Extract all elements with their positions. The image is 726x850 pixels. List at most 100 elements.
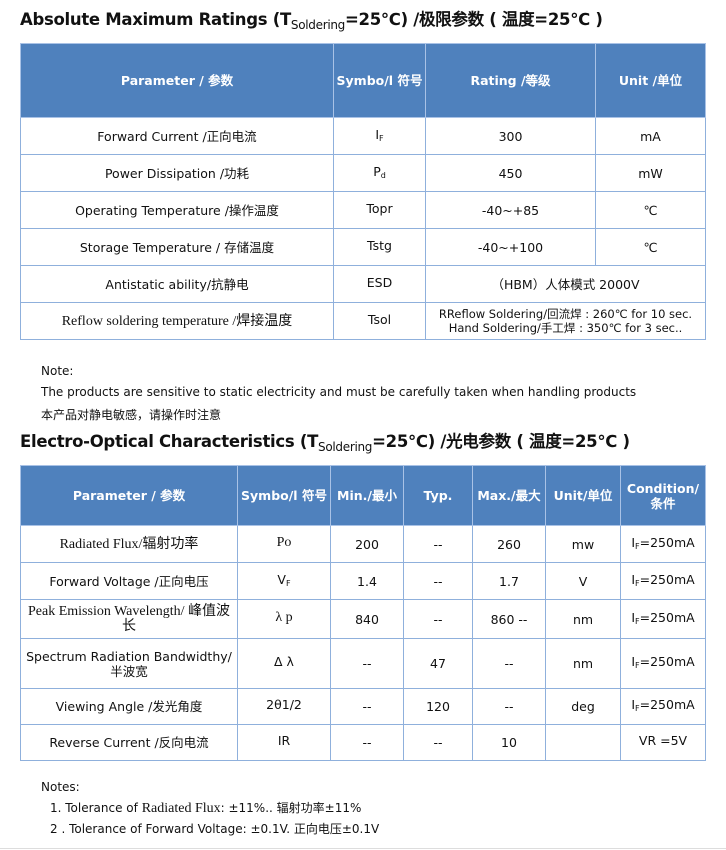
max-cell: -- [472, 688, 546, 725]
unit-cell: mw [545, 525, 621, 563]
unit-cell: V [545, 562, 621, 600]
table-row: Power Dissipation /功耗 Pd 450 mW [20, 154, 706, 192]
title-subscript: Soldering [290, 18, 345, 32]
symbol-text: Tsol [367, 311, 392, 327]
symbol-text: =250mA [639, 571, 695, 587]
table-row: Spectrum Radiation Bandwidthy/ 半波宽 Δ λ -- 4… [20, 638, 706, 689]
parameter-cell: Peak Emission Wavelength/ 峰值波长 [20, 599, 238, 639]
condition-cell: IF=250mA [620, 599, 706, 639]
symbol-cell: Tsol [333, 302, 426, 340]
table-row: Radiated Flux/辐射功率 Po 200 -- 260 mw IF=250mA [20, 525, 706, 563]
min-cell: 840 [330, 599, 404, 639]
table-row: Reverse Current /反向电流 IR -- -- 10 VR =5V [20, 724, 706, 761]
column-header: Parameter / 参数 [20, 465, 238, 526]
symbol-text: =250mA [639, 697, 695, 712]
symbol-text: V [277, 571, 286, 587]
symbol-text: =250mA [639, 534, 695, 550]
symbol-text: λ p [275, 610, 293, 625]
unit-cell: mA [595, 117, 706, 155]
title-text: Absolute Maximum Ratings (T [20, 10, 291, 29]
table-row: Viewing Angle /发光角度 2θ1/2 -- 120 -- deg IF=250… [20, 688, 706, 725]
title-text: =25℃) /光电参数 ( 温度=25℃ ) [372, 432, 630, 451]
symbol-text: ESD [366, 274, 393, 290]
symbol-subscript: d [380, 170, 386, 180]
title-text: Electro-Optical Characteristics (T [20, 432, 319, 451]
note-label: Note: [41, 364, 74, 378]
unit-cell: ℃ [595, 191, 706, 229]
symbol-subscript: F [635, 616, 640, 626]
column-header: Max./最大 [472, 465, 546, 526]
column-header: Condition/ 条件 [620, 465, 706, 526]
column-header: Typ. [403, 465, 473, 526]
symbol-subscript: F [285, 578, 291, 588]
page-divider [0, 848, 726, 849]
table-row: Forward Voltage /正向电压 VF 1.4 -- 1.7 V IF=250mA [20, 562, 706, 600]
typ-cell: 47 [403, 638, 473, 689]
typ-cell: -- [403, 562, 473, 600]
min-cell: 200 [330, 525, 404, 563]
table-row: Storage Temperature / 存储温度 Tstg -40~+100 ℃ [20, 228, 706, 266]
symbol-text: I [631, 654, 635, 669]
max-cell: 1.7 [472, 562, 546, 600]
typ-cell: -- [403, 599, 473, 639]
rating-line: Hand Soldering/手工焊 : 350℃ for 3 sec.. [448, 321, 683, 335]
column-header: Parameter / 参数 [20, 43, 334, 118]
condition-cell: IF=250mA [620, 562, 706, 600]
column-header: Rating /等级 [425, 43, 596, 118]
unit-cell: ℃ [595, 228, 706, 266]
typ-cell: -- [403, 525, 473, 563]
column-header: Unit /单位 [595, 43, 706, 118]
rating-line: （HBM）人体模式 2000V [491, 276, 640, 292]
min-cell: -- [330, 638, 404, 689]
notes-label: Notes: [41, 780, 80, 794]
symbol-text: Δ λ [274, 654, 294, 669]
unit-cell: deg [545, 688, 621, 725]
symbol-subscript: F [635, 541, 640, 551]
symbol-cell: Pd [333, 154, 426, 192]
symbol-cell: IF [333, 117, 426, 155]
note-text: Radiated Flux [141, 801, 221, 816]
title-subscript: Soldering [318, 440, 373, 454]
rating-cell: -40~+85 [425, 191, 596, 229]
unit-cell: nm [545, 638, 621, 689]
typ-cell: 120 [403, 688, 473, 725]
parameter-cell: Forward Voltage /正向电压 [20, 562, 238, 600]
table-row: Antistatic ability/抗静电 ESD （HBM）人体模式 2000V [20, 265, 706, 303]
note-line-en: The products are sensitive to static ele… [41, 385, 637, 399]
symbol-text: VR =5V [638, 733, 688, 748]
parameter-cell: Forward Current /正向电流 [20, 117, 334, 155]
symbol-text: Po [276, 535, 292, 550]
table-row: Operating Temperature /操作温度 Topr -40~+85 ℃ [20, 191, 706, 229]
min-cell: -- [330, 724, 404, 761]
symbol-cell: λ p [237, 599, 331, 639]
max-cell: 260 [472, 525, 546, 563]
electro-optical-title: Electro-Optical Characteristics (TSolder… [20, 428, 630, 454]
rating-cell: RReflow Soldering/回流焊 : 260℃ for 10 sec.… [425, 302, 706, 340]
symbol-text: I [375, 126, 380, 142]
symbol-subscript: F [635, 578, 640, 588]
note-line-cn: 本产品对静电敏感，请操作时注意 [41, 408, 222, 422]
notes-item-1: 1. Tolerance of Radiated Flux: ±11%.. 辐射… [50, 799, 361, 817]
symbol-text: 2θ1/2 [266, 697, 302, 712]
parameter-cell: Spectrum Radiation Bandwidthy/ 半波宽 [20, 638, 238, 689]
symbol-subscript: F [635, 661, 640, 670]
symbol-cell: Tstg [333, 228, 426, 266]
table-row: Peak Emission Wavelength/ 峰值波长 λ p 840 -- 86… [20, 599, 706, 639]
note-text: : ±11%.. 辐射功率±11% [220, 801, 362, 815]
max-cell: 10 [472, 724, 546, 761]
title-text: =25℃) /极限参数 ( 温度=25℃ ) [345, 10, 603, 29]
symbol-cell: Topr [333, 191, 426, 229]
symbol-text: =250mA [639, 609, 695, 625]
rating-cell: -40~+100 [425, 228, 596, 266]
symbol-text: I [631, 697, 635, 712]
parameter-cell: Reflow soldering temperature /焊接温度 [20, 302, 334, 340]
symbol-cell: ESD [333, 265, 426, 303]
symbol-text: IR [277, 733, 291, 748]
symbol-cell: 2θ1/2 [237, 688, 331, 725]
condition-cell: IF=250mA [620, 525, 706, 563]
unit-cell: nm [545, 599, 621, 639]
unit-cell [545, 724, 621, 761]
rating-cell: （HBM）人体模式 2000V [425, 265, 706, 303]
unit-cell: mW [595, 154, 706, 192]
absolute-max-ratings-title: Absolute Maximum Ratings (TSoldering=25℃… [20, 6, 603, 32]
